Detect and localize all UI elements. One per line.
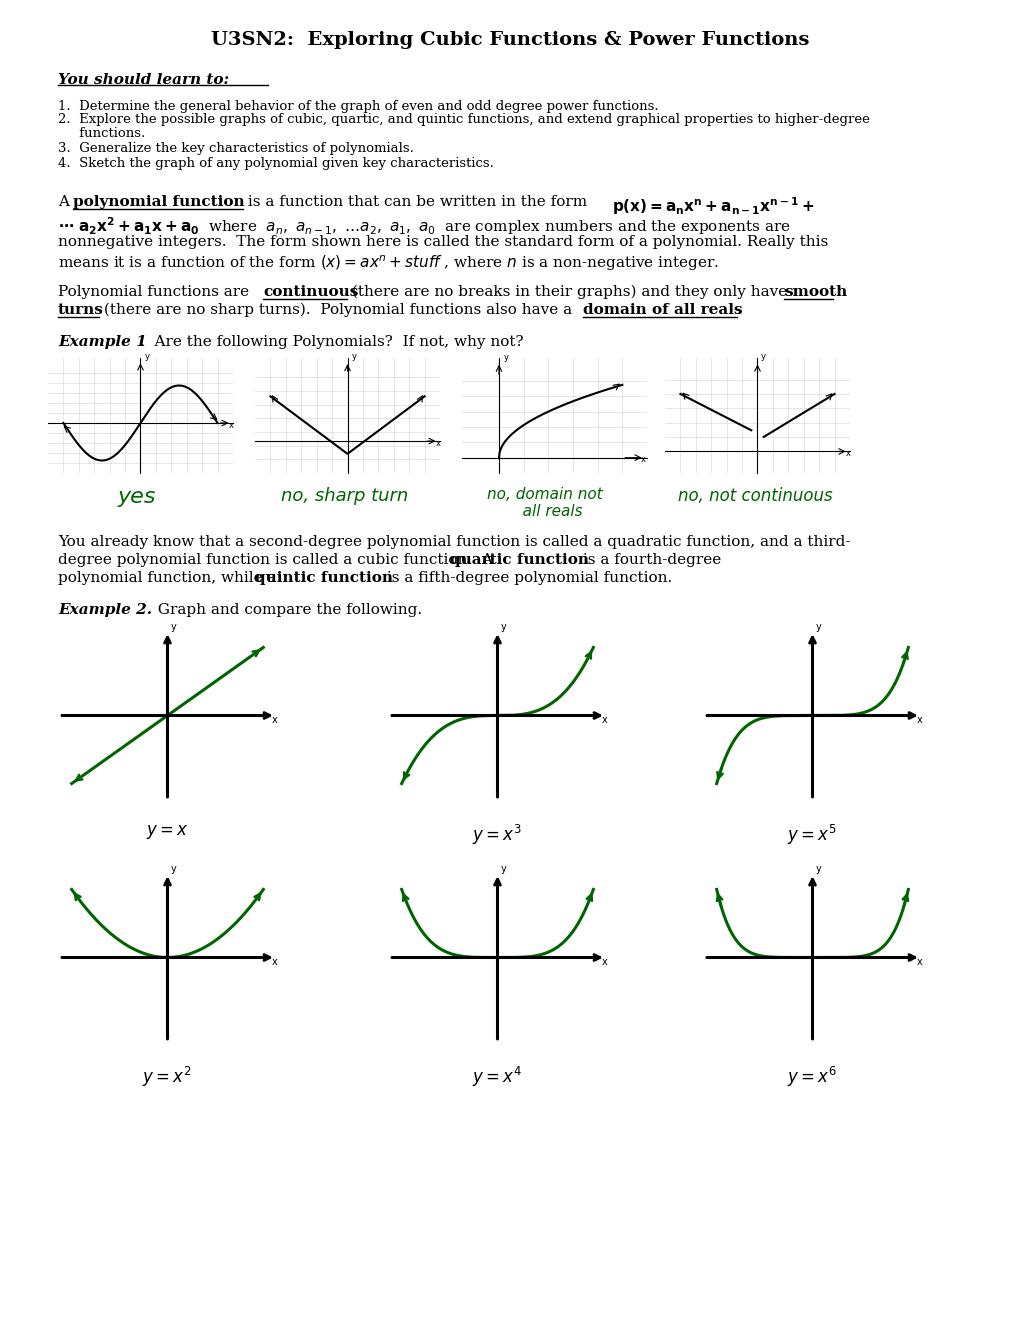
Text: $y = x^6$: $y = x^6$	[787, 1065, 837, 1089]
Text: 2.  Explore the possible graphs of cubic, quartic, and quintic functions, and ex: 2. Explore the possible graphs of cubic,…	[58, 114, 869, 125]
Text: x: x	[271, 958, 277, 967]
Text: is a fifth-degree polynomial function.: is a fifth-degree polynomial function.	[382, 571, 672, 585]
Text: .  Are the following Polynomials?  If not, why not?: . Are the following Polynomials? If not,…	[140, 336, 523, 349]
Text: You should learn to:: You should learn to:	[58, 73, 229, 87]
Text: $y = x$: $y = x$	[146, 823, 189, 841]
Text: x: x	[229, 421, 234, 431]
Text: y: y	[503, 353, 508, 362]
Text: Example 2.: Example 2.	[58, 602, 152, 617]
Text: x: x	[915, 715, 921, 725]
Text: $y = x^4$: $y = x^4$	[472, 1065, 522, 1089]
Text: is a function that can be written in the form: is a function that can be written in the…	[243, 196, 591, 209]
Text: no, domain not
   all reals: no, domain not all reals	[487, 487, 602, 519]
Text: quartic function: quartic function	[449, 553, 588, 567]
Text: turns: turns	[58, 303, 104, 317]
Text: $\mathbf{p(x) = a_n x^n + a_{n-1}x^{n-1} +}$: $\mathbf{p(x) = a_n x^n + a_{n-1}x^{n-1}…	[611, 196, 813, 217]
Text: means it is a function of the form $(x) = ax^n + stuff$ , where $n$ is a non-neg: means it is a function of the form $(x) …	[58, 254, 718, 272]
Text: yes: yes	[117, 487, 156, 507]
Text: x: x	[640, 456, 645, 464]
Text: smooth: smooth	[784, 285, 847, 299]
Text: continuous: continuous	[263, 285, 358, 299]
Text: Example 1: Example 1	[58, 336, 147, 349]
Text: x: x	[915, 958, 921, 967]
Text: (there are no breaks in their graphs) and they only have: (there are no breaks in their graphs) an…	[346, 285, 792, 300]
Text: Polynomial functions are: Polynomial functions are	[58, 285, 254, 299]
Text: no, not continuous: no, not continuous	[677, 487, 832, 505]
Text: 4.  Sketch the graph of any polynomial given key characteristics.: 4. Sketch the graph of any polynomial gi…	[58, 157, 493, 170]
Text: x: x	[601, 958, 606, 967]
Text: is a fourth-degree: is a fourth-degree	[578, 553, 720, 567]
Text: y: y	[170, 864, 176, 875]
Text: x: x	[601, 715, 606, 725]
Text: y: y	[500, 864, 505, 875]
Text: Graph and compare the following.: Graph and compare the following.	[148, 602, 422, 617]
Text: y: y	[500, 622, 505, 631]
Text: x: x	[271, 715, 277, 725]
Text: x: x	[436, 439, 440, 448]
Text: y: y	[145, 351, 149, 361]
Text: U3SN2:  Exploring Cubic Functions & Power Functions: U3SN2: Exploring Cubic Functions & Power…	[211, 30, 808, 49]
Text: no, sharp turn: no, sharp turn	[281, 487, 409, 505]
Text: You already know that a second-degree polynomial function is called a quadratic : You already know that a second-degree po…	[58, 535, 850, 550]
Text: y: y	[170, 622, 176, 631]
Text: x: x	[846, 449, 850, 458]
Text: degree polynomial function is called a cubic function.  A: degree polynomial function is called a c…	[58, 553, 497, 567]
Text: functions.: functions.	[58, 127, 145, 140]
Text: (there are no sharp turns).  Polynomial functions also have a: (there are no sharp turns). Polynomial f…	[99, 303, 577, 317]
Text: A: A	[58, 196, 73, 209]
Text: $y = x^3$: $y = x^3$	[472, 823, 522, 847]
Text: y: y	[814, 622, 820, 631]
Text: y: y	[351, 353, 356, 361]
Text: quintic function: quintic function	[255, 571, 392, 585]
Text: domain of all reals: domain of all reals	[583, 303, 742, 317]
Text: y: y	[814, 864, 820, 875]
Text: $\mathbf{\cdots\ a_2 x^2 + a_1 x + a_0}$  where  $a_n,\ a_{n-1},\ \ldots a_2,\ a: $\mathbf{\cdots\ a_2 x^2 + a_1 x + a_0}$…	[58, 215, 791, 236]
Text: $y = x^2$: $y = x^2$	[142, 1065, 192, 1089]
Text: nonnegative integers.  The form shown here is called the standard form of a poly: nonnegative integers. The form shown her…	[58, 235, 827, 248]
Text: 3.  Generalize the key characteristics of polynomials.: 3. Generalize the key characteristics of…	[58, 141, 414, 155]
Text: $y = x^5$: $y = x^5$	[787, 823, 836, 847]
Text: .: .	[737, 303, 741, 317]
Text: polynomial function: polynomial function	[73, 196, 245, 209]
Text: y: y	[760, 353, 765, 362]
Text: polynomial function, while a: polynomial function, while a	[58, 571, 281, 585]
Text: 1.  Determine the general behavior of the graph of even and odd degree power fun: 1. Determine the general behavior of the…	[58, 100, 658, 114]
